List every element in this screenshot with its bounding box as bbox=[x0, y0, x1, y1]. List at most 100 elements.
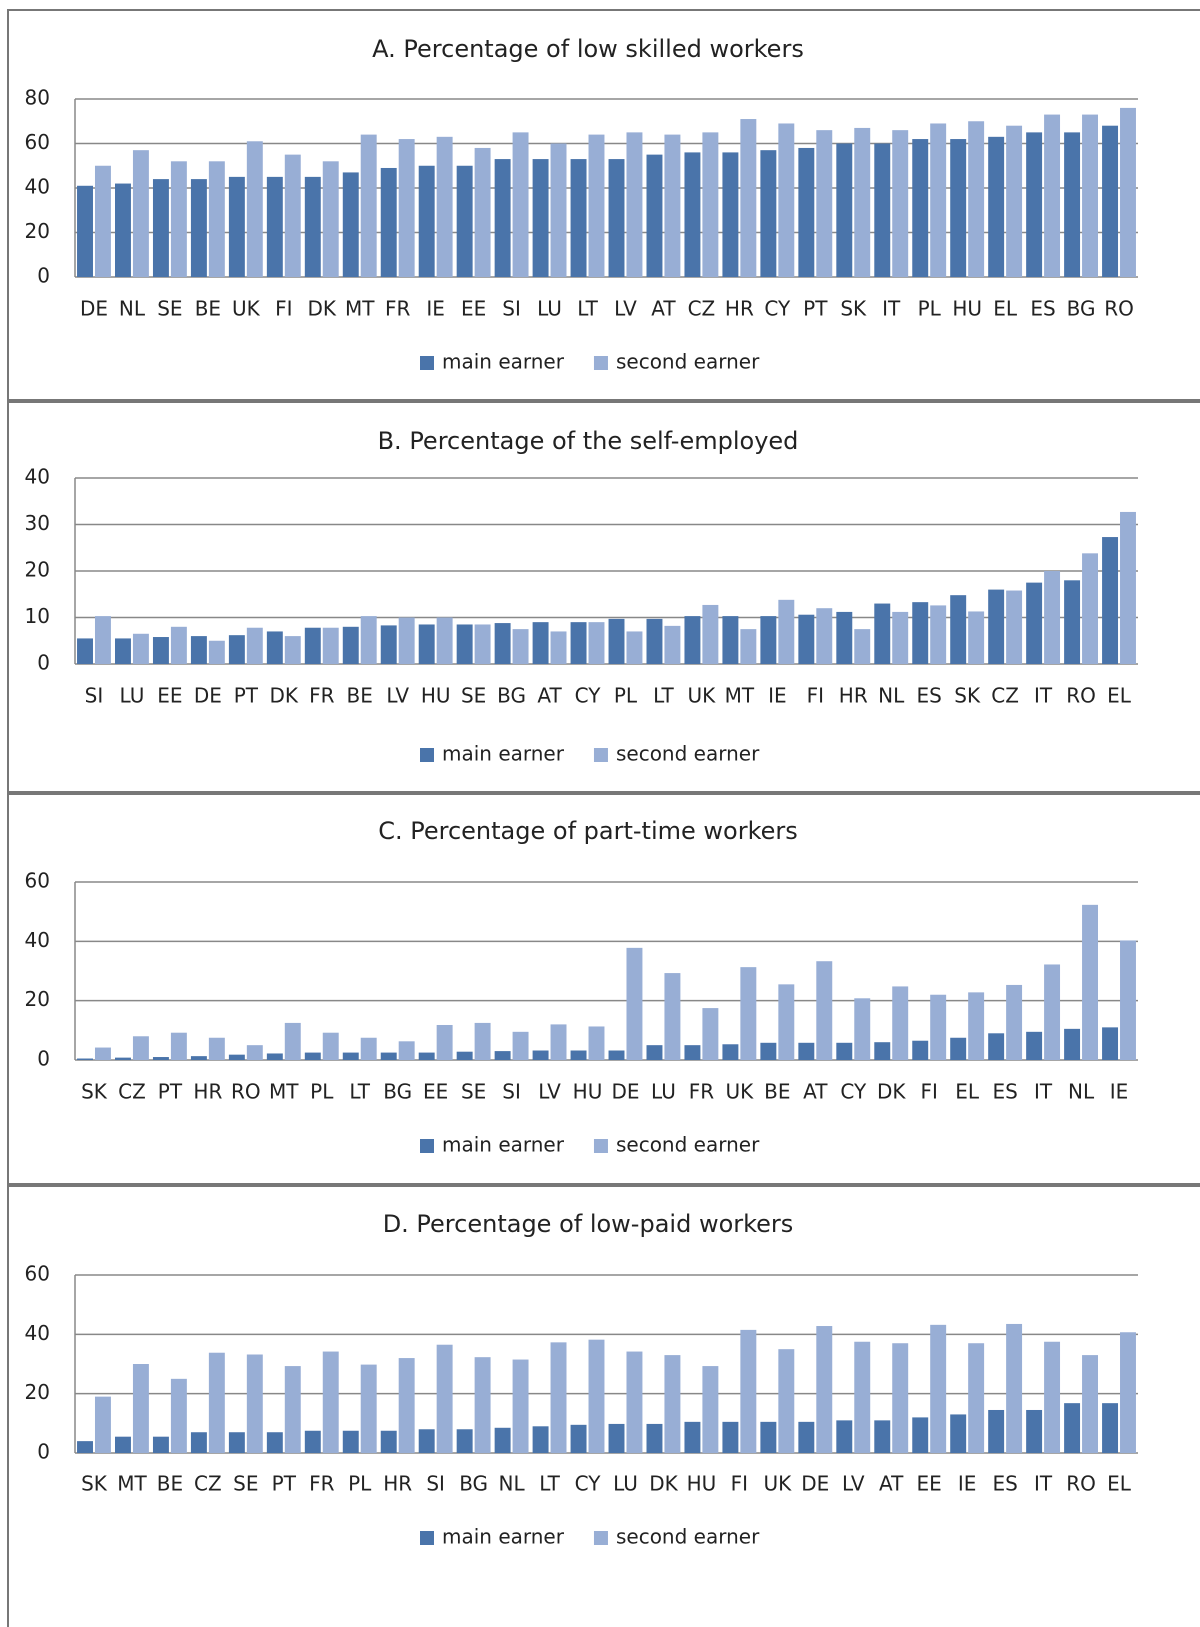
bar bbox=[646, 1423, 663, 1453]
x-tick-label: SI bbox=[426, 1472, 445, 1496]
x-tick-label: EE bbox=[461, 297, 486, 321]
bar bbox=[646, 1045, 663, 1060]
x-tick-label: DK bbox=[877, 1080, 906, 1104]
panel-frame bbox=[7, 401, 1200, 793]
x-tick-label: BG bbox=[383, 1080, 412, 1104]
y-tick-label: 60 bbox=[25, 130, 50, 154]
x-tick-label: UK bbox=[232, 297, 261, 321]
bar bbox=[550, 631, 567, 664]
x-tick-label: SI bbox=[502, 1080, 521, 1104]
bar bbox=[77, 1058, 93, 1060]
bar bbox=[152, 637, 169, 664]
bar bbox=[228, 1432, 245, 1453]
x-tick-label: NL bbox=[499, 1472, 526, 1496]
bar bbox=[474, 1022, 491, 1060]
legend-swatch bbox=[593, 1531, 608, 1545]
bar bbox=[664, 625, 681, 664]
bar bbox=[1006, 590, 1023, 664]
bar bbox=[760, 1042, 777, 1060]
bar bbox=[436, 1024, 453, 1060]
bar bbox=[702, 604, 719, 664]
legend-swatch bbox=[420, 1531, 434, 1545]
bar bbox=[170, 1032, 187, 1060]
bar bbox=[930, 605, 947, 664]
bar bbox=[950, 595, 967, 664]
bar bbox=[342, 172, 359, 277]
bar bbox=[1006, 125, 1023, 277]
x-tick-label: NL bbox=[1068, 1080, 1095, 1104]
bar bbox=[1082, 553, 1098, 664]
y-tick-label: 60 bbox=[25, 1262, 50, 1286]
x-tick-label: DE bbox=[611, 1080, 639, 1104]
bar bbox=[892, 986, 909, 1060]
bar bbox=[798, 147, 815, 277]
y-tick-label: 20 bbox=[25, 1380, 50, 1404]
x-tick-label: DE bbox=[80, 297, 108, 321]
x-tick-label: LT bbox=[539, 1472, 560, 1496]
bar bbox=[132, 150, 149, 277]
bar bbox=[740, 629, 757, 664]
bar bbox=[512, 132, 529, 277]
y-tick-label: 0 bbox=[37, 1047, 50, 1071]
bar bbox=[208, 640, 225, 664]
x-tick-label: LT bbox=[349, 1080, 370, 1104]
bar bbox=[1120, 107, 1136, 278]
x-tick-label: AT bbox=[537, 684, 562, 708]
bar bbox=[342, 1430, 359, 1453]
bar bbox=[722, 152, 739, 277]
x-tick-label: BE bbox=[157, 1472, 183, 1496]
x-tick-label: DK bbox=[270, 684, 299, 708]
bar bbox=[836, 1420, 853, 1453]
x-tick-label: DE bbox=[801, 1472, 829, 1496]
bar bbox=[930, 994, 947, 1060]
x-tick-label: IE bbox=[768, 684, 787, 708]
x-tick-label: LU bbox=[537, 297, 562, 321]
bar bbox=[436, 617, 453, 664]
bar bbox=[132, 1364, 149, 1453]
bar bbox=[246, 1354, 263, 1453]
bar bbox=[968, 611, 985, 664]
x-tick-label: FR bbox=[309, 684, 335, 708]
legend-swatch bbox=[593, 748, 608, 762]
legend-label: second earner bbox=[616, 1133, 760, 1157]
x-tick-label: FI bbox=[920, 1080, 937, 1104]
bar bbox=[228, 176, 245, 277]
bar bbox=[1026, 132, 1043, 277]
x-tick-label: LT bbox=[577, 297, 598, 321]
bar bbox=[912, 602, 929, 664]
x-tick-label: NL bbox=[119, 297, 146, 321]
bar bbox=[626, 1351, 643, 1453]
bar bbox=[988, 1033, 1005, 1060]
bar bbox=[570, 1424, 587, 1453]
bar bbox=[532, 1050, 549, 1060]
x-tick-label: MT bbox=[725, 684, 755, 708]
bar bbox=[360, 1037, 377, 1060]
bar bbox=[208, 161, 225, 277]
bar bbox=[722, 1421, 739, 1453]
x-tick-label: PL bbox=[918, 297, 942, 321]
x-tick-label: FI bbox=[807, 684, 824, 708]
bar bbox=[550, 1024, 567, 1060]
bar bbox=[474, 147, 491, 277]
bar bbox=[608, 618, 625, 664]
bar bbox=[418, 1429, 435, 1453]
x-tick-label: BG bbox=[1067, 297, 1096, 321]
x-tick-label: AT bbox=[803, 1080, 828, 1104]
bar bbox=[398, 1358, 415, 1453]
bar bbox=[740, 119, 757, 278]
x-tick-label: SK bbox=[81, 1472, 108, 1496]
x-tick-label: BE bbox=[764, 1080, 790, 1104]
x-tick-label: EE bbox=[423, 1080, 448, 1104]
x-tick-label: HR bbox=[839, 684, 868, 708]
x-tick-label: HU bbox=[573, 1080, 603, 1104]
bar bbox=[380, 167, 397, 277]
x-tick-label: DE bbox=[194, 684, 222, 708]
bar bbox=[1044, 114, 1061, 277]
bar bbox=[246, 141, 263, 277]
y-tick-label: 60 bbox=[25, 869, 50, 893]
x-tick-label: HR bbox=[725, 297, 754, 321]
x-tick-label: BE bbox=[347, 684, 373, 708]
x-tick-label: RO bbox=[1066, 684, 1096, 708]
bar bbox=[1026, 1409, 1043, 1453]
x-tick-label: RO bbox=[1066, 1472, 1096, 1496]
